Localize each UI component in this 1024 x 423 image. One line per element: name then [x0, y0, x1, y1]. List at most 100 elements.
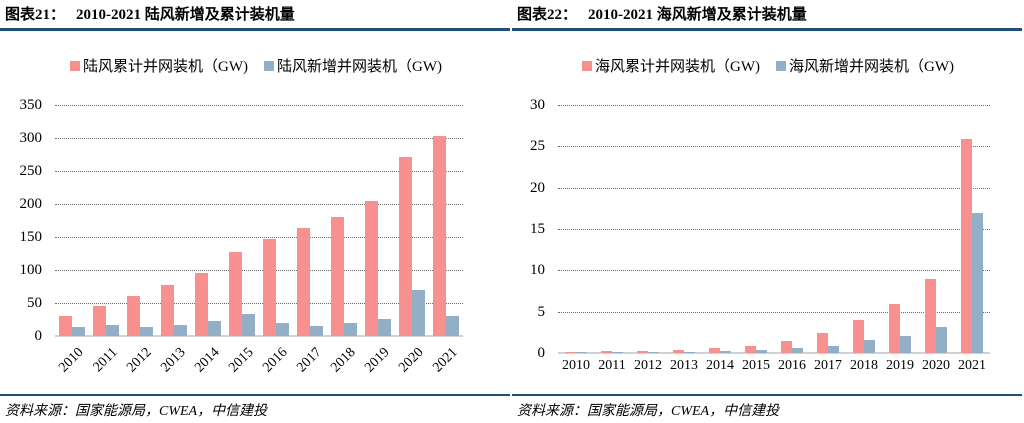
- title-divider: [0, 28, 510, 31]
- bar-new-2020: [936, 327, 947, 353]
- bar-new-2011: [612, 352, 623, 353]
- bar-cumulative-2016: [263, 239, 276, 336]
- x-tick-label-2017: 2017: [814, 358, 842, 373]
- x-tick-label-2015: 2015: [742, 358, 770, 373]
- title-divider: [512, 28, 1022, 31]
- panel-onshore-wind: 图表21： 2010-2021 陆风新增及累计装机量 陆风累计并网装机（GW) 陆…: [0, 7, 512, 419]
- bar-cumulative-2020: [399, 157, 412, 336]
- figure-number-label: 图表22：: [517, 7, 578, 23]
- bar-cumulative-2020: [925, 279, 936, 353]
- bar-cumulative-2015: [745, 346, 756, 353]
- bar-new-2016: [792, 348, 803, 353]
- y-tick-label: 150: [19, 229, 43, 245]
- x-tick-label-2010: 2010: [562, 358, 590, 373]
- y-tick-label: 30: [530, 97, 545, 113]
- bar-new-2012: [648, 352, 659, 353]
- bar-cumulative-2012: [127, 296, 140, 336]
- legend-item-new: 海风新增并网装机（GW): [776, 55, 954, 76]
- legend-swatch-new-icon: [264, 60, 274, 71]
- bar-new-2015: [242, 314, 255, 336]
- gridline: [55, 105, 463, 106]
- bar-new-2013: [174, 325, 187, 336]
- legend-label-cumulative: 海风累计并网装机（GW): [595, 59, 760, 75]
- gridline: [558, 270, 990, 272]
- y-tick-label: 100: [19, 262, 43, 278]
- gridline: [55, 270, 463, 271]
- y-tick-label: 0: [537, 345, 546, 361]
- bar-cumulative-2021: [961, 139, 972, 353]
- bar-cumulative-2018: [331, 217, 344, 336]
- x-tick-label-2021: 2021: [958, 358, 986, 373]
- gridline: [558, 187, 990, 189]
- bar-new-2010: [72, 327, 85, 336]
- gridline: [55, 237, 463, 238]
- gridline: [55, 204, 463, 205]
- bar-cumulative-2013: [673, 350, 684, 353]
- x-tick-label-2014: 2014: [706, 358, 734, 373]
- bar-new-2014: [208, 321, 221, 336]
- legend-item-new: 陆风新增并网装机（GW): [264, 55, 442, 76]
- x-axis-line: [558, 352, 990, 354]
- source-divider: [0, 394, 510, 396]
- y-tick-label: 200: [19, 196, 43, 212]
- legend-onshore: 陆风累计并网装机（GW) 陆风新增并网装机（GW): [0, 55, 512, 76]
- gridline: [558, 146, 990, 148]
- bar-cumulative-2015: [229, 252, 242, 336]
- bar-cumulative-2016: [781, 341, 792, 353]
- bar-new-2012: [140, 327, 153, 336]
- bar-cumulative-2021: [433, 136, 446, 336]
- legend-swatch-new-icon: [776, 60, 786, 71]
- x-tick-label-2013: 2013: [670, 358, 698, 373]
- gridline: [55, 303, 463, 304]
- y-tick-label: 5: [537, 303, 546, 320]
- bar-new-2016: [276, 323, 289, 336]
- legend-label-new: 海风新增并网装机（GW): [789, 59, 954, 75]
- source-note-onshore: 资料来源：国家能源局，CWEA，中信建投: [5, 404, 268, 419]
- x-axis-line: [55, 335, 463, 337]
- bar-new-2017: [828, 346, 839, 353]
- bar-new-2014: [720, 351, 731, 353]
- bar-new-2018: [344, 323, 357, 336]
- legend-item-cumulative: 海风累计并网装机（GW): [582, 55, 760, 76]
- bar-cumulative-2018: [853, 320, 864, 353]
- y-tick-label: 25: [530, 138, 545, 155]
- figure-number-label: 图表21：: [5, 7, 66, 23]
- y-tick-label: 20: [530, 179, 545, 196]
- bar-new-2018: [864, 340, 875, 353]
- x-tick-label-2019: 2019: [886, 358, 914, 373]
- figure-title-offshore: 图表22： 2010-2021 海风新增及累计装机量: [517, 3, 1020, 24]
- bar-new-2017: [310, 326, 323, 336]
- bar-cumulative-2010: [59, 316, 72, 336]
- bar-cumulative-2013: [161, 285, 174, 336]
- bar-new-2021: [972, 213, 983, 353]
- figure-title-text: 2010-2021 海风新增及累计装机量: [588, 7, 807, 23]
- bar-new-2015: [756, 350, 767, 353]
- y-tick-label: 10: [530, 262, 545, 279]
- bar-new-2019: [900, 336, 911, 353]
- bar-cumulative-2014: [709, 348, 720, 353]
- legend-swatch-cumulative-icon: [70, 60, 80, 71]
- gridline: [558, 105, 990, 106]
- y-tick-label: 50: [27, 295, 42, 311]
- bar-cumulative-2014: [195, 273, 208, 336]
- legend-label-cumulative: 陆风累计并网装机（GW): [83, 59, 248, 75]
- x-tick-label-2012: 2012: [634, 358, 662, 373]
- bar-cumulative-2019: [889, 304, 900, 353]
- legend-swatch-cumulative-icon: [582, 60, 592, 71]
- bar-chart-offshore: 0 5 10 15 20 25 30 2010 2011 2012 2013 2014 2015 2016…: [512, 0, 1024, 423]
- bar-new-2019: [378, 319, 391, 336]
- gridline: [558, 311, 990, 313]
- x-tick-label-2020: 2020: [922, 358, 950, 373]
- gridline: [558, 229, 990, 230]
- bar-cumulative-2019: [365, 201, 378, 336]
- bar-cumulative-2011: [93, 306, 106, 336]
- source-divider: [512, 394, 1022, 396]
- y-tick-label: 300: [19, 130, 43, 146]
- x-tick-label-2011: 2011: [598, 358, 626, 373]
- legend-offshore: 海风累计并网装机（GW) 海风新增并网装机（GW): [512, 55, 1024, 76]
- legend-item-cumulative: 陆风累计并网装机（GW): [70, 55, 248, 76]
- bar-new-2010: [576, 352, 587, 353]
- bar-chart-onshore: 0 50 100 150 200 250 300 350 2010 2011 2012 2013 201…: [19, 97, 463, 375]
- panel-offshore-wind: 图表22： 2010-2021 海风新增及累计装机量 海风累计并网装机（GW) 海…: [512, 0, 1024, 423]
- y-tick-label: 0: [34, 328, 43, 344]
